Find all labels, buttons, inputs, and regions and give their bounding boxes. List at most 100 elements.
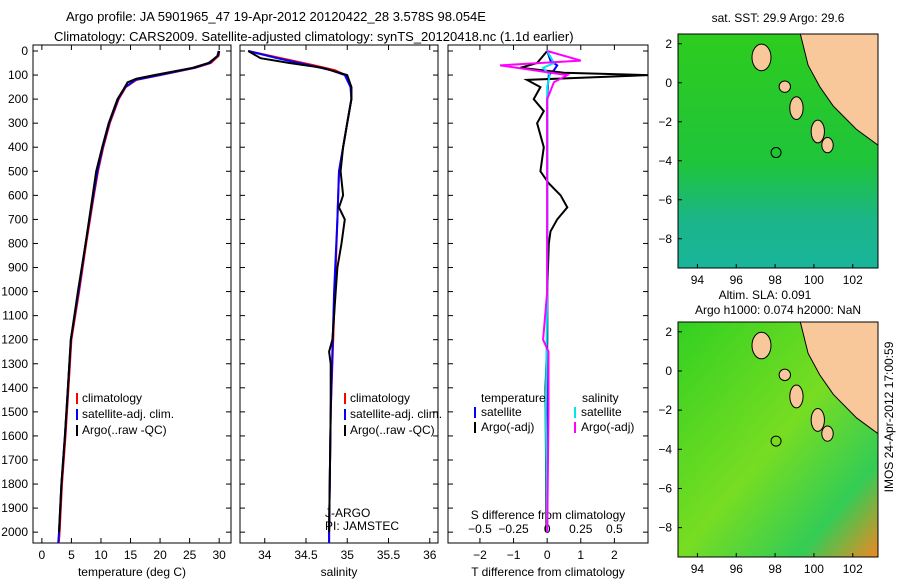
legend-swatch: [344, 393, 346, 404]
sla-map: 94 96 98 100 102 2 0 −2 −4 −6 −8 Altim. SLA: 0.091A…: [658, 288, 879, 576]
y-tick-label: 300: [8, 116, 28, 130]
x-tick-label: 100: [804, 273, 824, 287]
panel-salinity: 34 34.5 35 35.5 36 salinity climatology satelli…: [239, 44, 442, 579]
y-tick-label: 1500: [1, 405, 28, 419]
island: [751, 43, 772, 72]
x-tick-label: 34.5: [294, 548, 318, 562]
island: [789, 384, 804, 409]
legend-label: satellite: [581, 405, 622, 419]
plot-frame: [32, 44, 232, 544]
title-line2: Climatology: CARS2009. Satellite-adjuste…: [54, 29, 574, 44]
y-tick-label: −4: [658, 154, 672, 168]
legend-label: Argo(-adj): [581, 420, 634, 434]
map-title: sat. SST: 29.9 Argo: 29.6: [712, 11, 845, 25]
y-tick-label: 100: [8, 68, 28, 82]
x-tick-label: 94: [691, 273, 705, 287]
x-tick-label: 2: [611, 548, 618, 562]
series-argo-raw-qc-: [247, 50, 353, 533]
y-tick-label: 1400: [1, 381, 28, 395]
y-tick-label: 1900: [1, 501, 28, 515]
argo-location-marker: [770, 147, 782, 159]
x-tick-label: 36: [423, 548, 437, 562]
series-s-argo-adj-: [499, 50, 582, 533]
x-tick-label: 5: [68, 548, 75, 562]
x2-tick-label: 0.25: [569, 522, 593, 536]
x-tick-label: 94: [691, 562, 705, 576]
land-sumatra: [799, 321, 879, 435]
y-tick-label: 1800: [1, 477, 28, 491]
island: [810, 408, 825, 432]
y-tick-label: −4: [658, 442, 672, 456]
y-tick-label: 0: [21, 44, 28, 58]
x-tick-label: 100: [804, 562, 824, 576]
legend-swatch: [344, 425, 346, 436]
annotation-pi: PI: JAMSTEC: [325, 519, 399, 533]
y-tick-label: 1300: [1, 357, 28, 371]
y-tick-label: 2: [665, 37, 672, 51]
legend-label: Argo(..raw -QC): [82, 423, 167, 437]
land-sumatra: [799, 33, 879, 147]
legend-label: climatology: [350, 391, 410, 405]
x-tick-label: 25: [183, 548, 197, 562]
y-tick-label: 1000: [1, 285, 28, 299]
y-tick-label: 2000: [1, 525, 28, 539]
y-tick-label: 1600: [1, 429, 28, 443]
legend-swatch: [574, 422, 576, 433]
legend-label: satellite-adj. clim.: [350, 407, 442, 421]
series-s-satellite: [541, 50, 556, 533]
legend-swatch: [574, 407, 576, 418]
x-tick-label: 102: [843, 562, 863, 576]
y-tick-label: 900: [8, 261, 28, 275]
x-tick-label: −1: [507, 548, 521, 562]
x-tick-label: 35: [341, 548, 355, 562]
x-tick-label: 0: [544, 548, 551, 562]
x2-tick-label: −0.5: [468, 522, 492, 536]
y-tick-label: −6: [658, 193, 672, 207]
y-tick-label: 1100: [2, 309, 28, 323]
x-axis-label: salinity: [321, 565, 358, 579]
island: [778, 80, 791, 93]
x-tick-label: 10: [94, 548, 108, 562]
y-tick-label: 0: [665, 76, 672, 90]
y-tick-label: 200: [8, 92, 28, 106]
legend-label: satellite: [481, 405, 522, 419]
panel-difference: −2 −1 0 1 2 T difference from climatology −0.5…: [447, 44, 649, 579]
legend-label: satellite-adj. clim.: [82, 407, 174, 421]
y-tick-label: −8: [658, 521, 672, 535]
island: [810, 119, 825, 144]
y-tick-label: 1200: [1, 333, 28, 347]
y-tick-label: 0: [665, 364, 672, 378]
x-tick-label: 98: [768, 273, 782, 287]
y-tick-label: 700: [8, 212, 28, 226]
y-tick-label: 400: [8, 140, 28, 154]
x-tick-label: 96: [730, 273, 744, 287]
legend-label: Argo(..raw -QC): [350, 423, 435, 437]
x-tick-label: 0: [39, 548, 46, 562]
title-line1: Argo profile: JA 5901965_47 19-Apr-2012 …: [66, 9, 486, 24]
y-tick-label: 1700: [1, 453, 28, 467]
annotation-project: J-ARGO: [325, 506, 370, 520]
y-tick-label: −2: [658, 115, 672, 129]
legend-swatch: [76, 393, 78, 404]
x-tick-label: 96: [730, 562, 744, 576]
island: [751, 331, 772, 360]
legend-heading-temperature: temperature: [481, 391, 546, 405]
legend-swatch: [76, 425, 78, 436]
footer-credit: IMOS 24-Apr-2012 17:00:59: [882, 341, 896, 492]
legend-heading-salinity: salinity: [582, 391, 619, 405]
island: [821, 425, 834, 442]
x-axis-label: temperature (deg C): [78, 565, 186, 579]
x-tick-label: 20: [153, 548, 167, 562]
legend-swatch: [474, 422, 476, 433]
x2-tick-label: −0.25: [498, 522, 529, 536]
y-tick-label: 800: [8, 236, 28, 250]
x-tick-label: 30: [212, 548, 226, 562]
x-tick-label: 1: [577, 548, 584, 562]
x-tick-label: 35.5: [377, 548, 401, 562]
panel-temperature: 0 5 10 15 20 25 30 temperature (deg C) 0 100 200 30…: [1, 44, 232, 579]
y-tick-label: 2: [665, 325, 672, 339]
island: [778, 368, 791, 382]
legend-label: climatology: [82, 391, 142, 405]
island: [821, 137, 834, 154]
